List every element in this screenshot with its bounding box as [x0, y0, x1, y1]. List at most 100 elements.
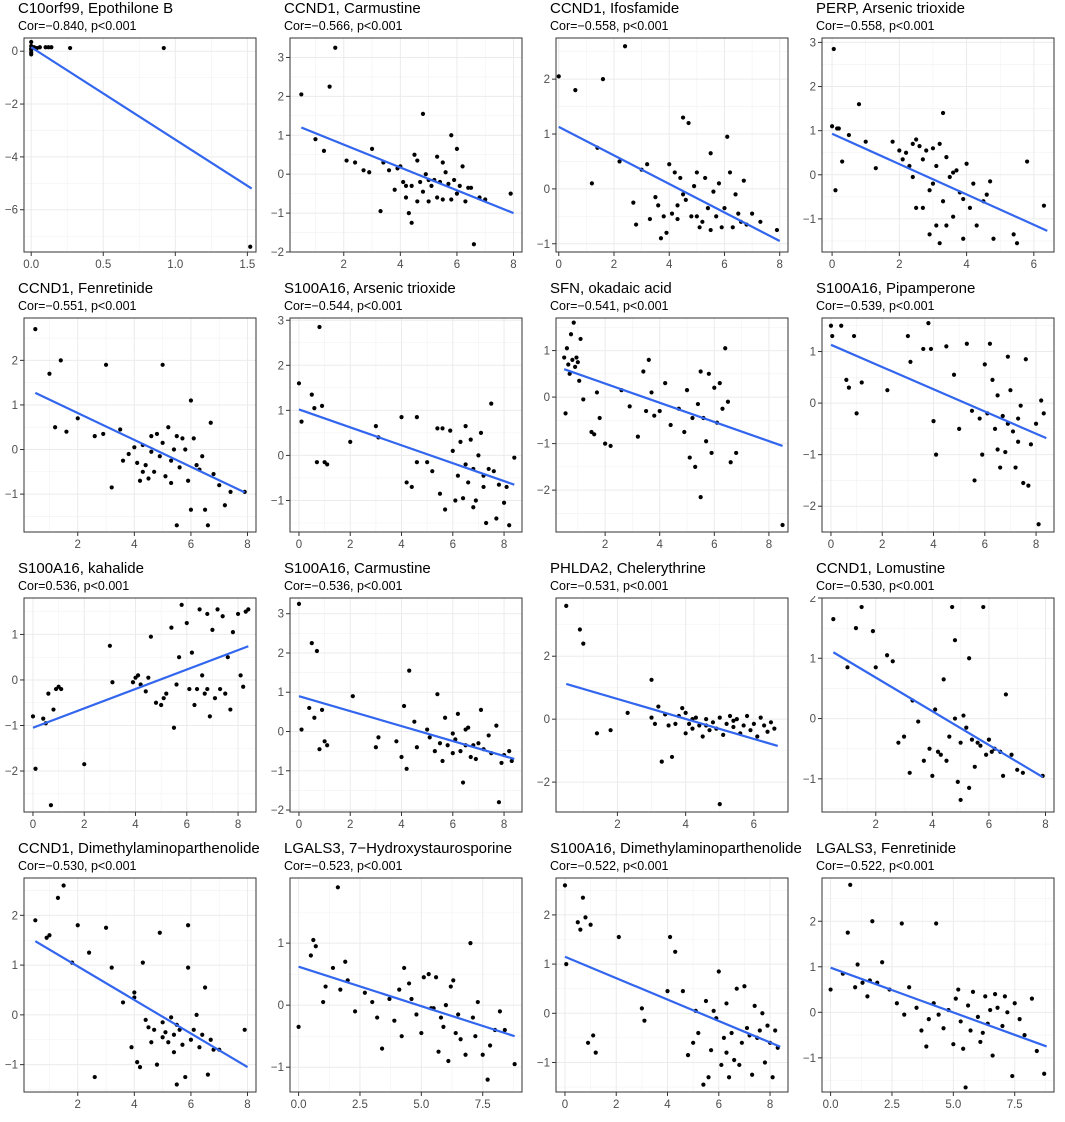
data-point	[967, 205, 973, 210]
y-tick-label: 1	[810, 126, 816, 138]
data-point	[228, 489, 233, 494]
data-point	[725, 134, 730, 139]
data-point	[899, 921, 904, 926]
data-point	[944, 223, 949, 228]
x-tick-label: 8	[501, 819, 507, 831]
data-point	[908, 359, 913, 364]
data-point	[592, 432, 597, 437]
data-point	[496, 482, 502, 487]
data-point	[437, 741, 443, 746]
y-tick-label: 2	[810, 596, 816, 605]
data-point	[220, 614, 225, 619]
y-tick-label: −2	[537, 777, 550, 789]
data-point	[58, 358, 63, 363]
data-point	[594, 390, 600, 395]
data-point	[711, 1008, 716, 1013]
y-tick-label: 3	[278, 609, 284, 621]
data-point	[47, 371, 52, 376]
y-tick-label: 0	[278, 169, 284, 181]
data-point	[163, 474, 168, 479]
data-point	[296, 1024, 301, 1029]
x-tick-label: 2	[75, 1099, 81, 1111]
data-point	[435, 154, 440, 159]
data-point	[489, 401, 494, 406]
data-point	[910, 141, 915, 146]
data-point	[907, 985, 912, 990]
data-point	[1022, 1032, 1027, 1038]
correlation-stat: Cor=−0.536, p<0.001	[284, 579, 403, 593]
x-tick-label: 0	[562, 1099, 568, 1111]
data-point	[41, 716, 46, 721]
data-point	[734, 986, 739, 991]
data-point	[177, 465, 182, 470]
correlation-stat: Cor=−0.523, p<0.001	[284, 859, 403, 873]
data-point	[732, 1057, 737, 1063]
data-point	[1002, 994, 1007, 999]
data-point	[570, 357, 575, 362]
data-point	[673, 949, 678, 954]
data-point	[176, 655, 182, 660]
data-point	[468, 437, 473, 442]
x-tick-label: 6	[450, 819, 456, 831]
data-point	[698, 369, 703, 374]
data-point	[564, 603, 569, 608]
data-point	[456, 1012, 461, 1017]
data-point	[160, 1020, 165, 1025]
data-point	[734, 717, 739, 722]
data-point	[716, 969, 721, 974]
y-tick-label: 2	[278, 648, 284, 660]
data-point	[880, 960, 885, 965]
scatter-plot: 0 2 4 6 8 −2 −1 0 1	[5, 597, 257, 831]
data-point	[1008, 388, 1013, 393]
data-point	[421, 975, 426, 980]
regression-line	[831, 132, 1048, 232]
data-point	[728, 460, 733, 465]
data-point	[449, 197, 454, 202]
x-tick-label: 2	[602, 539, 608, 551]
data-point	[399, 1034, 404, 1039]
data-point	[833, 188, 838, 193]
data-point	[143, 1017, 148, 1022]
x-tick-label: 6	[751, 819, 757, 831]
data-point	[154, 1062, 160, 1067]
data-point	[163, 1030, 168, 1035]
chart-title: S100A16, Arsenic trioxide	[284, 280, 456, 297]
data-point	[202, 691, 207, 696]
regression-line	[298, 408, 515, 486]
data-point	[697, 225, 702, 230]
plot-background	[822, 598, 1054, 812]
y-tick-label: 1	[12, 960, 18, 972]
data-point	[55, 895, 61, 901]
data-point	[683, 731, 688, 736]
data-point	[652, 721, 658, 726]
data-point	[958, 1019, 963, 1024]
data-point	[242, 1027, 247, 1032]
x-tick-label: 4	[131, 1099, 138, 1111]
data-point	[215, 607, 220, 612]
data-point	[180, 1042, 185, 1047]
x-tick-label: 8	[244, 539, 250, 551]
data-point	[639, 1006, 644, 1011]
data-point	[137, 478, 143, 483]
data-point	[317, 324, 322, 330]
data-point	[412, 719, 417, 724]
x-tick-label: 0	[296, 819, 302, 831]
data-point	[441, 1024, 446, 1029]
data-point	[440, 160, 445, 165]
chart-panel: S100A16, kahalide Cor=0.536, p<0.001 0 2 4 6 8…	[0, 560, 266, 840]
data-point	[491, 469, 496, 474]
data-point	[140, 960, 145, 965]
data-point	[33, 766, 38, 771]
data-point	[160, 362, 165, 367]
plot-frame	[23, 317, 257, 533]
data-point	[928, 346, 934, 352]
data-point	[451, 177, 457, 183]
data-point	[458, 1037, 463, 1042]
data-point	[968, 1028, 973, 1033]
data-point	[191, 1027, 196, 1032]
x-tick-label: 2	[614, 819, 620, 831]
data-point	[956, 987, 961, 992]
chart-panel: CCND1, Carmustine Cor=−0.566, p<0.001 2 4 6 8…	[266, 0, 532, 280]
data-point	[585, 1040, 591, 1045]
x-tick-label: 2	[879, 539, 885, 551]
